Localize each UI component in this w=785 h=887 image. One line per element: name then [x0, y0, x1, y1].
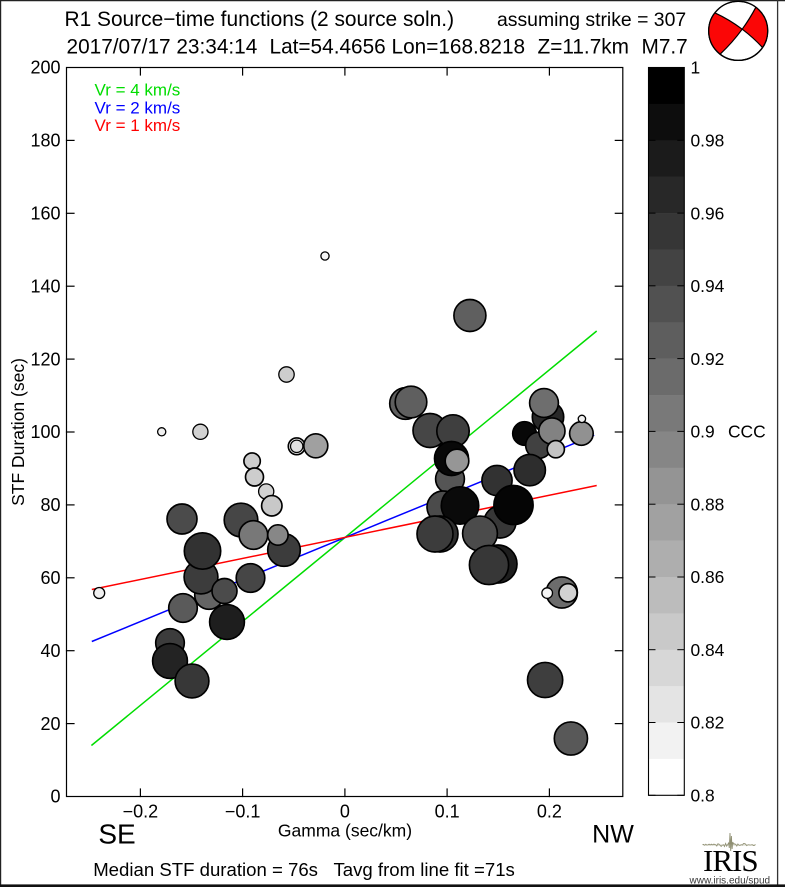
svg-text:0: 0: [340, 802, 350, 822]
svg-text:Vr = 2 km/s: Vr = 2 km/s: [95, 98, 181, 117]
svg-text:60: 60: [40, 568, 60, 588]
svg-text:0.98: 0.98: [691, 131, 725, 151]
svg-text:80: 80: [40, 495, 60, 515]
svg-text:assuming strike = 307: assuming strike = 307: [497, 9, 686, 31]
svg-text:2017/07/17 23:34:14: 2017/07/17 23:34:14: [67, 36, 258, 59]
svg-text:M7.7: M7.7: [642, 36, 688, 59]
svg-text:0.82: 0.82: [691, 713, 725, 733]
svg-text:SE: SE: [98, 819, 135, 850]
svg-text:140: 140: [30, 276, 60, 296]
svg-text:0.96: 0.96: [691, 203, 725, 223]
svg-text:−0.1: −0.1: [225, 802, 261, 822]
svg-text:0.9: 0.9: [691, 422, 715, 442]
svg-text:0.86: 0.86: [691, 567, 725, 587]
svg-text:Vr = 1 km/s: Vr = 1 km/s: [95, 116, 181, 135]
svg-text:120: 120: [30, 349, 60, 369]
svg-text:www.iris.edu/spud: www.iris.edu/spud: [689, 875, 771, 886]
svg-text:0: 0: [50, 787, 60, 807]
svg-text:180: 180: [30, 131, 60, 151]
svg-text:100: 100: [30, 422, 60, 442]
svg-text:200: 200: [30, 58, 60, 78]
svg-text:NW: NW: [592, 821, 634, 849]
svg-text:Lat=54.4656 Lon=168.8218: Lat=54.4656 Lon=168.8218: [270, 36, 526, 59]
svg-text:0.8: 0.8: [691, 786, 715, 806]
svg-text:Gamma (sec/km): Gamma (sec/km): [278, 821, 412, 841]
svg-text:0.92: 0.92: [691, 349, 725, 369]
svg-text:0.88: 0.88: [691, 494, 725, 514]
svg-text:Median STF duration = 76s Ta: Median STF duration = 76s Tavg from line…: [93, 859, 515, 880]
svg-text:160: 160: [30, 204, 60, 224]
svg-text:40: 40: [40, 641, 60, 661]
svg-text:1: 1: [691, 58, 701, 78]
svg-text:0.94: 0.94: [691, 276, 725, 296]
svg-text:0.1: 0.1: [435, 802, 460, 822]
svg-text:0.84: 0.84: [691, 640, 725, 660]
svg-text:IRIS: IRIS: [703, 843, 758, 878]
svg-text:R1 Source−time functions (2 so: R1 Source−time functions (2 source soln.…: [65, 8, 455, 31]
svg-text:STF Duration (sec): STF Duration (sec): [8, 358, 28, 506]
svg-text:Z=11.7km: Z=11.7km: [538, 36, 630, 59]
svg-text:0.2: 0.2: [537, 802, 562, 822]
svg-text:CCC: CCC: [728, 422, 766, 442]
svg-text:−0.2: −0.2: [123, 802, 159, 822]
svg-text:20: 20: [40, 714, 60, 734]
svg-text:Vr = 4 km/s: Vr = 4 km/s: [95, 81, 181, 100]
